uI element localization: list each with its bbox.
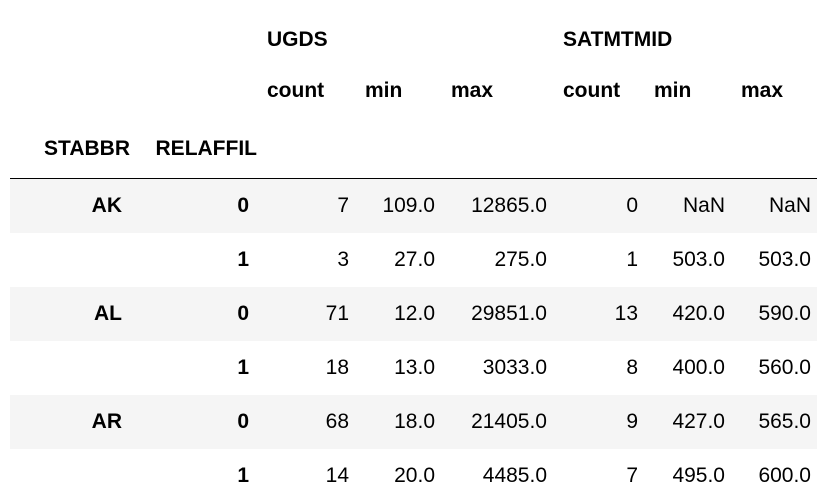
table-cell: 503.0 [758,248,811,271]
table-cell: 13 [553,287,644,341]
row-index-relaffil: 1 [237,356,249,379]
column-group-header: UGDS [267,28,328,51]
column-stat-header-row: count min max count min max [10,62,817,120]
table-cell: 275.0 [494,248,547,271]
column-stat-header: count [563,79,621,102]
row-index-stabbr [10,341,130,395]
table-cell: 27.0 [394,248,435,271]
header-blank [257,120,355,179]
table-cell: 3 [337,248,349,271]
table-cell: 4485.0 [482,464,547,487]
table-cell: 3033.0 [482,356,547,379]
row-index-relaffil: 0 [130,287,257,341]
table-cell: 7 [626,464,638,487]
table-cell: 18.0 [355,395,441,449]
index-name-header: RELAFFIL [155,137,257,160]
table-cell: 12.0 [355,287,441,341]
column-group-header: SATMTMID [563,28,673,51]
row-index-relaffil: 0 [130,178,257,233]
row-index-stabbr: AL [10,287,130,341]
table-cell: 400.0 [672,356,725,379]
header-blank [441,120,553,179]
column-stat-header: max [741,79,784,102]
header-blank [130,18,257,62]
table-cell: 20.0 [394,464,435,487]
table-cell: 0 [553,178,644,233]
column-stat-header: min [654,79,692,102]
table-cell: 600.0 [758,464,811,487]
table-cell: 12865.0 [441,178,553,233]
table-cell: 503.0 [672,248,725,271]
table-cell: 18 [325,356,349,379]
table-cell: NaN [731,178,817,233]
header-blank [355,120,441,179]
grouped-aggregation-table: UGDS SATMTMID count min max count min ma… [10,18,817,503]
table-row: 1 18 13.0 3033.0 8 400.0 560.0 [10,341,817,395]
header-blank [10,18,130,62]
table-row: 1 14 20.0 4485.0 7 495.0 600.0 [10,449,817,503]
table-cell: 560.0 [758,356,811,379]
table-cell: 495.0 [672,464,725,487]
column-stat-header: min [365,79,403,102]
header-blank [731,120,817,179]
column-stat-header: count [267,79,325,102]
table-cell: 565.0 [731,395,817,449]
row-index-stabbr [10,233,130,287]
header-blank [130,62,257,120]
table-cell: 29851.0 [441,287,553,341]
row-index-relaffil: 0 [130,395,257,449]
table-cell: 590.0 [731,287,817,341]
table-cell: 420.0 [644,287,731,341]
row-index-stabbr: AK [10,178,130,233]
index-name-header-row: STABBR RELAFFIL [10,120,817,179]
column-group-header-row: UGDS SATMTMID [10,18,817,62]
row-index-stabbr [10,449,130,503]
table-cell: 14 [325,464,349,487]
row-index-stabbr: AR [10,395,130,449]
table-cell: 109.0 [355,178,441,233]
table-cell: 13.0 [394,356,435,379]
table-row: 1 3 27.0 275.0 1 503.0 503.0 [10,233,817,287]
header-blank [10,62,130,120]
index-name-header: STABBR [44,137,130,160]
table-cell: NaN [644,178,731,233]
row-index-relaffil: 1 [237,248,249,271]
table-cell: 1 [626,248,638,271]
table-cell: 71 [257,287,355,341]
table-row: AL 0 71 12.0 29851.0 13 420.0 590.0 [10,287,817,341]
table-row: AR 0 68 18.0 21405.0 9 427.0 565.0 [10,395,817,449]
column-stat-header: max [451,79,494,102]
table-cell: 8 [626,356,638,379]
table-cell: 7 [257,178,355,233]
table-cell: 9 [553,395,644,449]
table-cell: 68 [257,395,355,449]
row-index-relaffil: 1 [237,464,249,487]
header-blank [553,120,644,179]
header-blank [644,120,731,179]
table-row: AK 0 7 109.0 12865.0 0 NaN NaN [10,178,817,233]
table-cell: 427.0 [644,395,731,449]
table-cell: 21405.0 [441,395,553,449]
